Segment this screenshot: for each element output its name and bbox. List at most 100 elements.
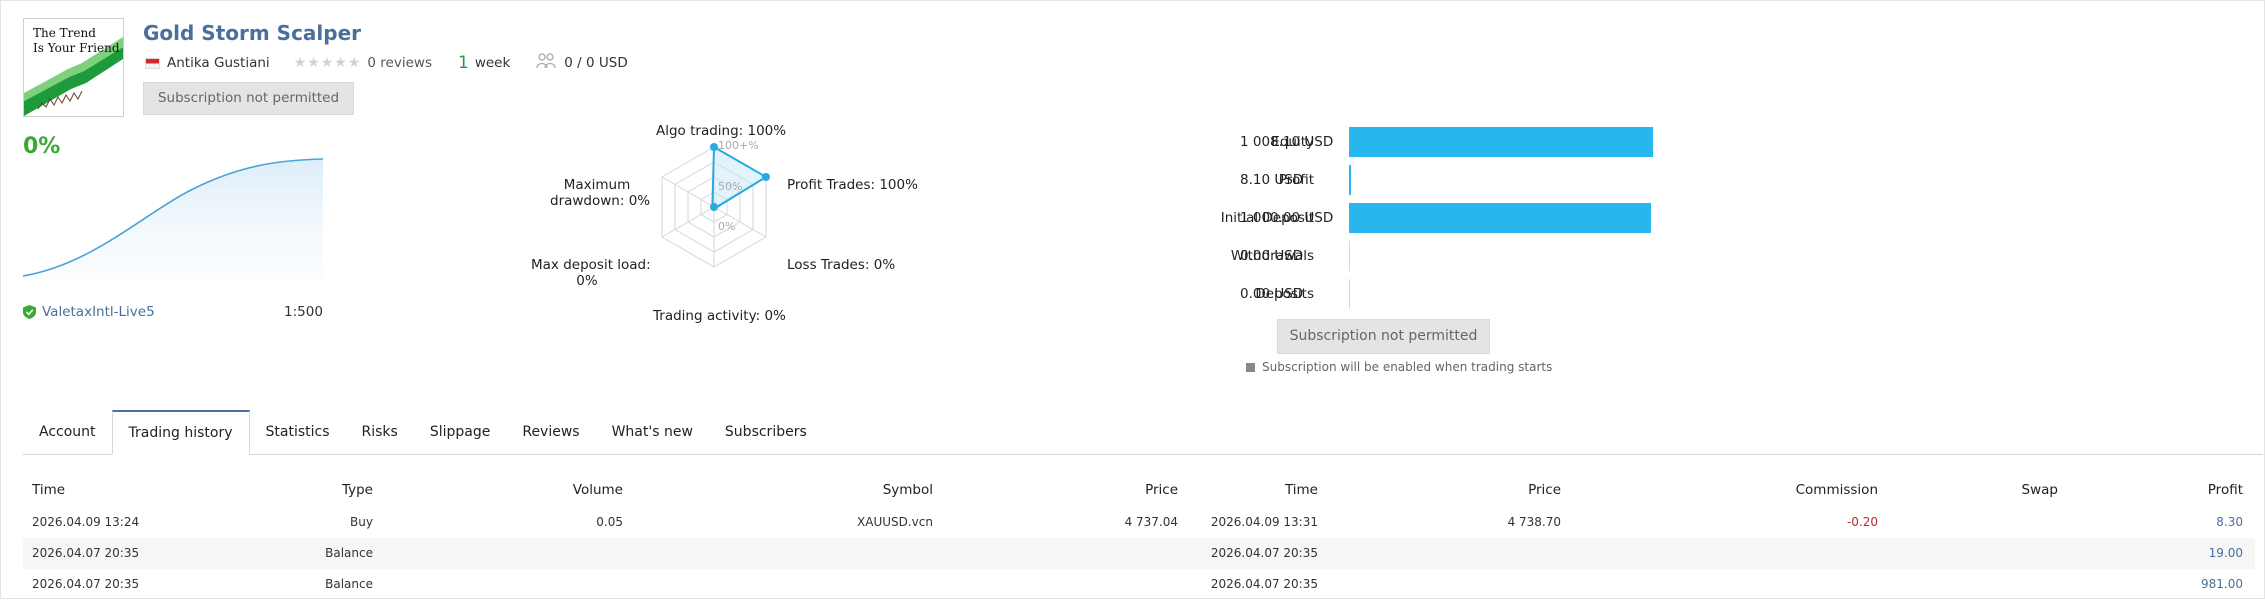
balance-label-withdrawals: Withdrawals: [1230, 248, 1314, 264]
balance-label-equity: Equity: [1271, 134, 1314, 150]
subscription-not-permitted-button[interactable]: Subscription not permitted: [143, 82, 354, 115]
subscription-note: Subscription will be enabled when tradin…: [1246, 360, 1552, 374]
subscribers-value: 0 / 0 USD: [564, 55, 628, 71]
cell-commission: -0.20: [1846, 515, 1878, 529]
growth-chart: [23, 158, 324, 280]
tab-bar: Account Trading history Statistics Risks Sli…: [23, 410, 2263, 455]
signal-meta: Antika Gustiani ★★★★★ 0 reviews 1 week 0…: [145, 52, 628, 74]
cell-type: Balance: [325, 546, 373, 560]
balance-value-initial-deposit: 1 000.00 USD: [1240, 210, 1334, 226]
info-square-icon: [1246, 362, 1255, 372]
column-header-swap[interactable]: Swap: [2021, 482, 2058, 498]
subscription-note-text: Subscription will be enabled when tradin…: [1262, 360, 1553, 374]
cell-close-time: 2026.04.09 13:31: [1210, 515, 1318, 529]
indonesia-flag-icon: [145, 57, 160, 69]
column-header-close-time[interactable]: Time: [1284, 482, 1318, 498]
tab-trading-history[interactable]: Trading history: [111, 410, 250, 455]
balance-row-withdrawals: Withdrawals 0.00 USD: [1100, 241, 1700, 271]
tab-account[interactable]: Account: [39, 424, 96, 440]
reviews-link[interactable]: 0 reviews: [367, 55, 432, 71]
column-header-close-price[interactable]: Price: [1528, 482, 1561, 498]
balance-value-deposits: 0.00 USD: [1240, 286, 1304, 302]
radar-label-profit-trades: Profit Trades: 100%: [787, 177, 918, 193]
balance-bar-initial-deposit: [1349, 203, 1651, 233]
cell-price: 4 737.04: [1124, 515, 1178, 529]
author-name[interactable]: Antika Gustiani: [167, 55, 270, 71]
cell-type: Buy: [350, 515, 373, 529]
radar-label-max-deposit-load-line2: 0%: [576, 273, 598, 289]
radar-axis: [661, 206, 715, 238]
column-header-symbol[interactable]: Symbol: [882, 482, 933, 498]
column-header-price[interactable]: Price: [1145, 482, 1178, 498]
column-header-time[interactable]: Time: [32, 482, 66, 498]
tab-reviews[interactable]: Reviews: [522, 424, 580, 440]
cell-type: Balance: [325, 577, 373, 591]
radar-tick-100: 100+%: [718, 139, 759, 152]
broker-name[interactable]: ValetaxIntl-Live5: [42, 304, 155, 320]
radar-chart: [661, 143, 770, 268]
signal-logo: The Trend Is Your Friend: [23, 18, 124, 117]
cell-time: 2026.04.07 20:35: [32, 546, 140, 560]
radar-label-max-drawdown-line1: Maximum: [563, 177, 631, 193]
cell-profit: 19.00: [2208, 546, 2243, 560]
balance-label-initial-deposit: Initial Deposit: [1220, 210, 1314, 226]
cell-close-time: 2026.04.07 20:35: [1210, 546, 1318, 560]
balance-bar-equity: [1349, 127, 1653, 157]
radar-label-algo-trading: Algo trading: 100%: [656, 123, 787, 139]
radar-point-profit-trades: [761, 173, 770, 181]
radar-tick-0: 0%: [718, 220, 736, 233]
column-header-volume[interactable]: Volume: [572, 482, 623, 498]
radar-label-max-drawdown: Maximum drawdown: 0%: [550, 177, 651, 209]
cell-volume: 0.05: [596, 515, 623, 529]
logo-text-line-2: Is Your Friend: [33, 41, 120, 55]
radar-label-max-deposit-load-line1: Max deposit load:: [531, 257, 651, 273]
cell-profit: 981.00: [2201, 577, 2243, 591]
balance-bar-axis: [1349, 241, 1350, 271]
signal-title[interactable]: Gold Storm Scalper: [143, 21, 362, 45]
growth-value: 0%: [23, 134, 61, 159]
table-row: 2026.04.07 20:35 Balance 2026.04.07 20:35 1…: [23, 538, 2255, 569]
column-header-profit[interactable]: Profit: [2207, 482, 2243, 498]
weeks-count: 1: [457, 53, 469, 73]
weeks-unit: week: [474, 55, 511, 71]
tab-slippage[interactable]: Slippage: [429, 424, 491, 440]
radar-label-trading-activity: Trading activity: 0%: [653, 308, 786, 324]
radar-label-max-drawdown-line2: drawdown: 0%: [550, 193, 651, 209]
radar-point-algo-trading: [710, 143, 718, 151]
radar-point-trading-activity: [710, 203, 718, 211]
radar-axis: [713, 206, 767, 238]
leverage-value: 1:500: [284, 304, 323, 320]
subscribers-icon: [536, 52, 556, 74]
radar-axis: [661, 176, 715, 208]
balance-row-equity: Equity 1 008.10 USD: [1100, 127, 1700, 157]
balance-row-initial-deposit: Initial Deposit 1 000.00 USD: [1100, 203, 1700, 233]
table-header-row: Time Type Volume Symbol Price Time Price Commis…: [23, 473, 2255, 507]
column-header-type[interactable]: Type: [341, 482, 373, 498]
broker-server[interactable]: ValetaxIntl-Live5: [23, 304, 155, 320]
cell-close-price: 4 738.70: [1507, 515, 1561, 529]
trading-history-table: Time Type Volume Symbol Price Time Price Commis…: [23, 473, 2255, 600]
tab-what-s-new[interactable]: What's new: [611, 424, 693, 440]
balance-value-profit: 8.10 USD: [1240, 172, 1304, 188]
tab-risks[interactable]: Risks: [361, 424, 398, 440]
table-row: 2026.04.07 20:35 Balance 2026.04.07 20:35 9…: [23, 569, 2255, 600]
subscription-not-permitted-button-2[interactable]: Subscription not permitted: [1277, 319, 1490, 354]
radar-label-max-deposit-load: Max deposit load: 0%: [531, 257, 651, 289]
tab-subscribers[interactable]: Subscribers: [724, 424, 807, 440]
balance-bar-axis: [1349, 279, 1350, 309]
verified-shield-icon: [23, 305, 36, 319]
cell-profit: 8.30: [2216, 515, 2243, 529]
tab-statistics[interactable]: Statistics: [265, 424, 330, 440]
balance-value-equity: 1 008.10 USD: [1240, 134, 1334, 150]
column-header-commission[interactable]: Commission: [1795, 482, 1878, 498]
radar-area: [711, 145, 768, 210]
radar-tick-50: 50%: [718, 180, 743, 193]
table-row: 2026.04.09 13:24 Buy 0.05 XAUUSD.vcn 4 737.0…: [23, 507, 2255, 538]
rating-stars-icon: ★★★★★: [293, 55, 362, 71]
balance-row-profit: Profit 8.10 USD: [1100, 165, 1700, 195]
balance-label-deposits: Deposits: [1255, 286, 1314, 302]
balance-value-withdrawals: 0.00 USD: [1240, 248, 1304, 264]
cell-time: 2026.04.07 20:35: [32, 577, 140, 591]
cell-time: 2026.04.09 13:24: [32, 515, 140, 529]
balance-row-deposits: Deposits 0.00 USD: [1100, 279, 1700, 309]
